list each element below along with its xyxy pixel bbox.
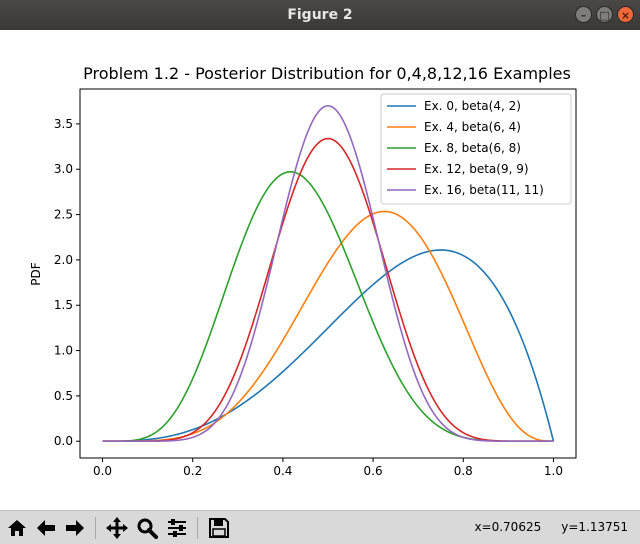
window-titlebar: Figure 2 – □ × — [0, 0, 640, 30]
y-tick-label: 2.5 — [54, 208, 73, 222]
pan-button[interactable] — [103, 514, 130, 541]
zoom-magnifier-icon — [137, 518, 158, 539]
series-line-4 — [102, 104, 554, 443]
legend-label: Ex. 16, beta(11, 11) — [424, 183, 544, 197]
x-tick-label: 0.6 — [364, 464, 383, 478]
toolbar-separator — [95, 517, 96, 539]
y-tick-label: 0.0 — [54, 434, 73, 448]
x-coordinate-readout: x=0.70625 — [474, 520, 542, 534]
configure-subplots-icon — [167, 518, 186, 537]
pan-move-icon — [105, 516, 128, 539]
close-button[interactable]: × — [617, 6, 634, 23]
toolbar-separator — [197, 517, 198, 539]
y-axis-label: PDF — [29, 262, 43, 285]
forward-arrow-icon — [65, 519, 84, 536]
y-ticks: 0.0 0.5 1.0 1.5 2.0 2.5 3.0 3.5 — [54, 117, 80, 448]
configure-subplots-button[interactable] — [163, 514, 190, 541]
axes-frame — [79, 88, 577, 459]
cursor-coordinates: x=0.70625 y=1.13751 — [474, 520, 628, 534]
y-tick-label: 1.0 — [54, 344, 73, 358]
save-button[interactable] — [205, 514, 232, 541]
x-ticks: 0.0 0.2 0.4 0.6 0.8 1.0 — [93, 458, 563, 478]
legend: Ex. 0, beta(4, 2) Ex. 4, beta(6, 4) Ex. 8,… — [380, 93, 572, 205]
y-coordinate-readout: y=1.13751 — [561, 520, 628, 534]
x-tick-label: 0.8 — [454, 464, 473, 478]
series-line-3 — [102, 137, 554, 443]
x-tick-label: 0.2 — [183, 464, 202, 478]
series-line-0 — [102, 249, 555, 443]
back-arrow-icon — [36, 519, 55, 536]
home-icon — [7, 519, 26, 536]
y-tick-label: 1.5 — [54, 298, 73, 312]
chart-title: Problem 1.2 - Posterior Distribution for… — [83, 64, 571, 83]
chart-svg: Problem 1.2 - Posterior Distribution for… — [29, 64, 577, 478]
legend-label: Ex. 4, beta(6, 4) — [424, 120, 521, 134]
series-layer — [102, 104, 555, 443]
window-controls: – □ × — [575, 6, 634, 23]
legend-box — [380, 93, 572, 205]
y-tick-label: 0.5 — [54, 389, 73, 403]
y-tick-label: 2.0 — [54, 253, 73, 267]
save-floppy-icon — [208, 517, 229, 538]
window-title: Figure 2 — [287, 7, 353, 23]
legend-label: Ex. 12, beta(9, 9) — [424, 162, 529, 176]
y-tick-label: 3.5 — [54, 117, 73, 131]
maximize-button[interactable]: □ — [596, 6, 613, 23]
x-tick-label: 0.4 — [273, 464, 292, 478]
x-tick-label: 0.0 — [93, 464, 112, 478]
back-button[interactable] — [32, 514, 59, 541]
forward-button[interactable] — [61, 514, 88, 541]
home-button[interactable] — [3, 514, 30, 541]
minimize-button[interactable]: – — [575, 6, 592, 23]
y-tick-label: 3.0 — [54, 162, 73, 176]
x-tick-label: 1.0 — [544, 464, 563, 478]
legend-label: Ex. 0, beta(4, 2) — [424, 99, 521, 113]
figure-canvas[interactable]: Problem 1.2 - Posterior Distribution for… — [0, 30, 640, 510]
zoom-button[interactable] — [133, 514, 160, 541]
navigation-toolbar: x=0.70625 y=1.13751 — [0, 510, 640, 544]
legend-label: Ex. 8, beta(6, 8) — [424, 141, 521, 155]
